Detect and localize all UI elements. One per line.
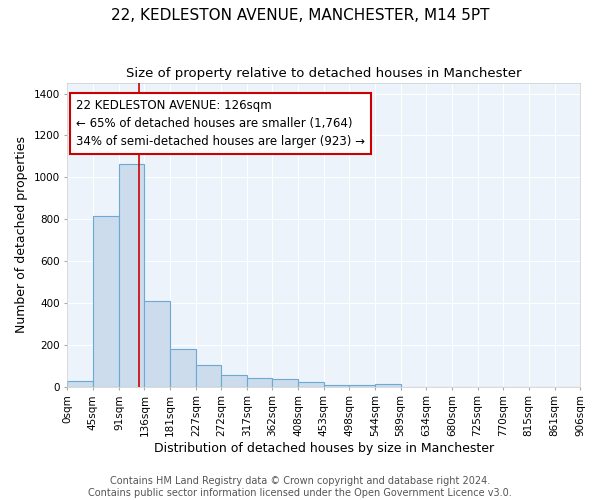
Bar bbox=[298, 382, 324, 386]
Bar bbox=[93, 216, 119, 386]
Bar bbox=[247, 378, 272, 386]
Bar bbox=[324, 384, 349, 386]
Text: 22 KEDLESTON AVENUE: 126sqm
← 65% of detached houses are smaller (1,764)
34% of : 22 KEDLESTON AVENUE: 126sqm ← 65% of det… bbox=[76, 99, 365, 148]
Bar bbox=[119, 164, 145, 386]
Text: 22, KEDLESTON AVENUE, MANCHESTER, M14 5PT: 22, KEDLESTON AVENUE, MANCHESTER, M14 5P… bbox=[111, 8, 489, 22]
Bar bbox=[196, 365, 221, 386]
Bar bbox=[67, 382, 93, 386]
Bar bbox=[349, 384, 375, 386]
Text: Contains HM Land Registry data © Crown copyright and database right 2024.
Contai: Contains HM Land Registry data © Crown c… bbox=[88, 476, 512, 498]
Bar bbox=[170, 348, 196, 387]
X-axis label: Distribution of detached houses by size in Manchester: Distribution of detached houses by size … bbox=[154, 442, 494, 455]
Bar bbox=[375, 384, 401, 386]
Title: Size of property relative to detached houses in Manchester: Size of property relative to detached ho… bbox=[126, 68, 521, 80]
Y-axis label: Number of detached properties: Number of detached properties bbox=[15, 136, 28, 334]
Bar bbox=[272, 380, 298, 386]
Bar bbox=[221, 375, 247, 386]
Bar bbox=[145, 301, 170, 386]
